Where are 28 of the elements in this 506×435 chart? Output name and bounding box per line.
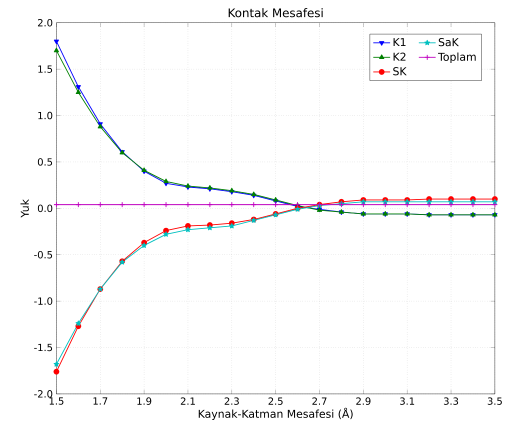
y-tick-label: -2.0 (34, 390, 52, 398)
x-tick-label: 3.5 (488, 398, 502, 406)
y-tick-label: 0.5 (38, 158, 52, 166)
x-tick-label: 2.7 (312, 398, 326, 405)
x-tick-label: 1.7 (94, 398, 108, 405)
y-tick-label: 1.5 (38, 66, 52, 74)
y-tick-label: 1.0 (38, 112, 52, 120)
chart-title: Kontak Mesafesi (228, 8, 323, 18)
x-tick-label: 2.5 (268, 398, 283, 406)
x-tick-label: 2.1 (180, 398, 195, 405)
y-tick-label: -1.0 (34, 298, 52, 306)
y-tick-label: 2.0 (38, 19, 52, 27)
x-tick-label: 3.3 (444, 398, 458, 406)
y-tick-label: -0.5 (34, 251, 52, 259)
legend-label: K1 (394, 38, 406, 46)
legend-label: SaK (438, 38, 459, 46)
x-tick-label: 1.9 (137, 398, 152, 406)
x-axis-title: Kaynak-Katman Mesafesi (Å) (198, 408, 353, 420)
legend-label: Toplam (438, 52, 476, 64)
legend-label: K2 (394, 52, 406, 61)
y-tick-label: 0.0 (38, 204, 52, 212)
x-tick-label: 3.1 (400, 398, 414, 406)
x-tick-label: 1.5 (50, 398, 64, 405)
legend-label: SK (393, 67, 407, 76)
x-tick-label: 2.9 (356, 398, 370, 406)
y-axis-title: Yuk (20, 199, 29, 218)
x-tick-label: 2.3 (224, 398, 239, 406)
y-tick-label: -1.5 (34, 344, 52, 352)
